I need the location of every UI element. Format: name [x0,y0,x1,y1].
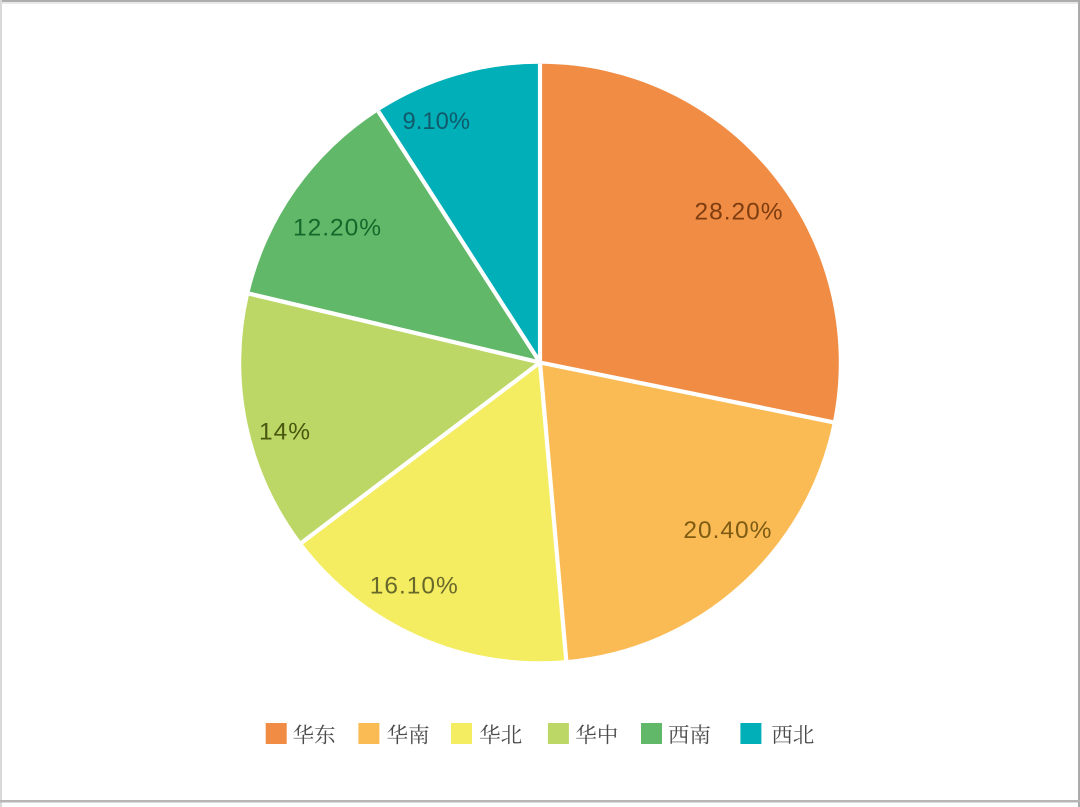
svg-text:14%: 14% [259,419,311,446]
svg-text:9.10%: 9.10% [403,108,470,135]
svg-text:28.20%: 28.20% [694,199,783,226]
svg-text:16.10%: 16.10% [370,573,459,600]
svg-text:12.20%: 12.20% [293,215,382,242]
svg-text:20.40%: 20.40% [683,517,772,544]
